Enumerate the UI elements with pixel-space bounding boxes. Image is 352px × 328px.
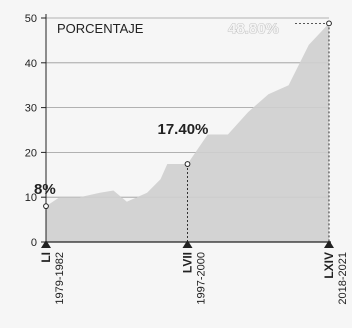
baseline-triangle: [182, 240, 193, 248]
y-tick-label: 30: [25, 103, 37, 115]
x-roman-label: LXIV: [322, 252, 336, 279]
y-tick-label: 10: [25, 192, 37, 204]
x-roman-label: LVII: [181, 252, 195, 273]
x-years-label: 1997-2000: [196, 252, 208, 305]
markers: 8% LI 1979-1982 17.40% LVII 1997-2000 48.80% LX…: [34, 20, 349, 305]
y-axis: 0 10 20 30 40 50: [25, 13, 47, 249]
data-point: [184, 161, 191, 167]
x-category-label: LI 1979-1982: [39, 252, 66, 305]
data-label: 8%: [34, 181, 56, 198]
y-tick-label: 0: [31, 237, 37, 249]
y-tick-label: 40: [25, 58, 37, 70]
data-label: 48.80%: [228, 20, 279, 37]
legend-label: PORCENTAJE: [57, 21, 144, 36]
x-roman-label: LI: [39, 252, 53, 263]
data-point: [326, 20, 332, 27]
x-category-label: LVII 1997-2000: [181, 252, 208, 305]
baseline-triangle: [324, 240, 334, 248]
percentage-area: [46, 23, 329, 243]
data-point: [43, 203, 49, 210]
y-tick-label: 50: [25, 13, 37, 25]
x-category-label: LXIV 2018-2021: [322, 252, 349, 305]
x-years-label: 2018-2021: [337, 252, 349, 305]
baseline-triangle: [41, 240, 51, 248]
data-label: 17.40%: [158, 121, 209, 138]
y-tick-label: 20: [25, 147, 37, 159]
x-years-label: 1979-1982: [54, 252, 66, 305]
